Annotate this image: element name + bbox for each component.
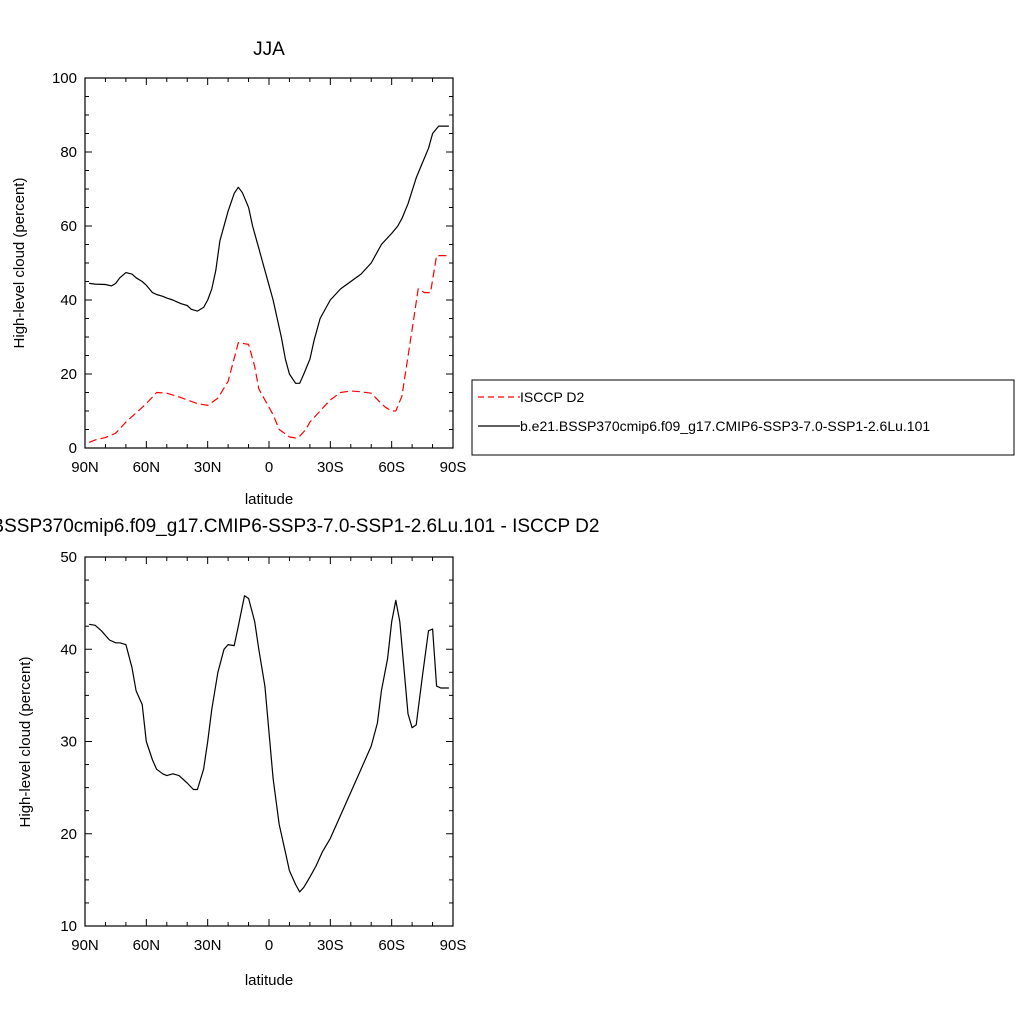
chart1-y-tick-label: 20: [60, 366, 77, 383]
chart1-x-tick-label: 60S: [378, 459, 405, 476]
chart2-x-tick-label: 30N: [194, 937, 222, 954]
chart1-x-tick-label: 0: [265, 459, 273, 476]
chart1-x-axis-label: latitude: [245, 491, 293, 508]
chart1-frame: [84, 77, 454, 449]
chart2-x-tick-label: 30S: [317, 937, 344, 954]
chart2-y-tick-label: 50: [60, 549, 77, 566]
chart2-x-tick-label: 60S: [378, 937, 405, 954]
chart2: 90N 60N 30N 0 30S 60S 90S 10 20 30 40 50: [60, 549, 466, 954]
chart1-x-tick-label: 30S: [317, 459, 344, 476]
chart2-series-line-model: [89, 595, 449, 893]
chart2-y-tick-label: 40: [60, 641, 77, 658]
chart1-x-tick-label: 90N: [71, 459, 99, 476]
chart2-y-axis-label: High-level cloud (percent): [17, 657, 34, 828]
chart2-y-tick-label: 10: [60, 918, 77, 935]
chart1-x-tick-label: 60N: [133, 459, 161, 476]
chart1-x-tick-label: 30N: [194, 459, 222, 476]
chart2-x-tick-label: 0: [265, 937, 273, 954]
legend-label-isccp: ISCCP D2: [520, 389, 585, 405]
chart1-x-tick-label: 90S: [440, 459, 467, 476]
chart1: 90N 60N 30N 0 30S 60S 90S 0 20 40 60 80 100: [52, 70, 466, 476]
chart2-x-tick-label: 90S: [440, 937, 467, 954]
chart1-y-tick-label: 60: [60, 218, 77, 235]
legend-label-model: b.e21.BSSP370cmip6.f09_g17.CMIP6-SSP3-7.…: [520, 418, 930, 434]
chart1-y-tick-label: 40: [60, 292, 77, 309]
chart2-y-tick-label: 30: [60, 734, 77, 751]
chart2-x-axis-label: latitude: [245, 972, 293, 989]
chart1-series-line-isccp: [88, 255, 449, 443]
chart2-x-tick-label: 60N: [133, 937, 161, 954]
chart1-y-tick-label: 0: [69, 440, 77, 457]
chart1-y-tick-label: 100: [52, 70, 77, 87]
chart1-series-line-model: [89, 125, 449, 384]
chart1-y-axis-label: High-level cloud (percent): [11, 178, 28, 349]
chart1-y-tick-label: 80: [60, 144, 77, 161]
chart2-title: b.e21.BSSP370cmip6.f09_g17.CMIP6-SSP3-7.…: [0, 516, 599, 537]
chart2-y-tick-label: 20: [60, 826, 77, 843]
chart2-x-tick-label: 90N: [71, 937, 99, 954]
chart1-title: JJA: [253, 39, 285, 60]
legend-box: [471, 379, 1015, 456]
legend: ISCCP D2 b.e21.BSSP370cmip6.f09_g17.CMIP…: [471, 379, 1015, 456]
